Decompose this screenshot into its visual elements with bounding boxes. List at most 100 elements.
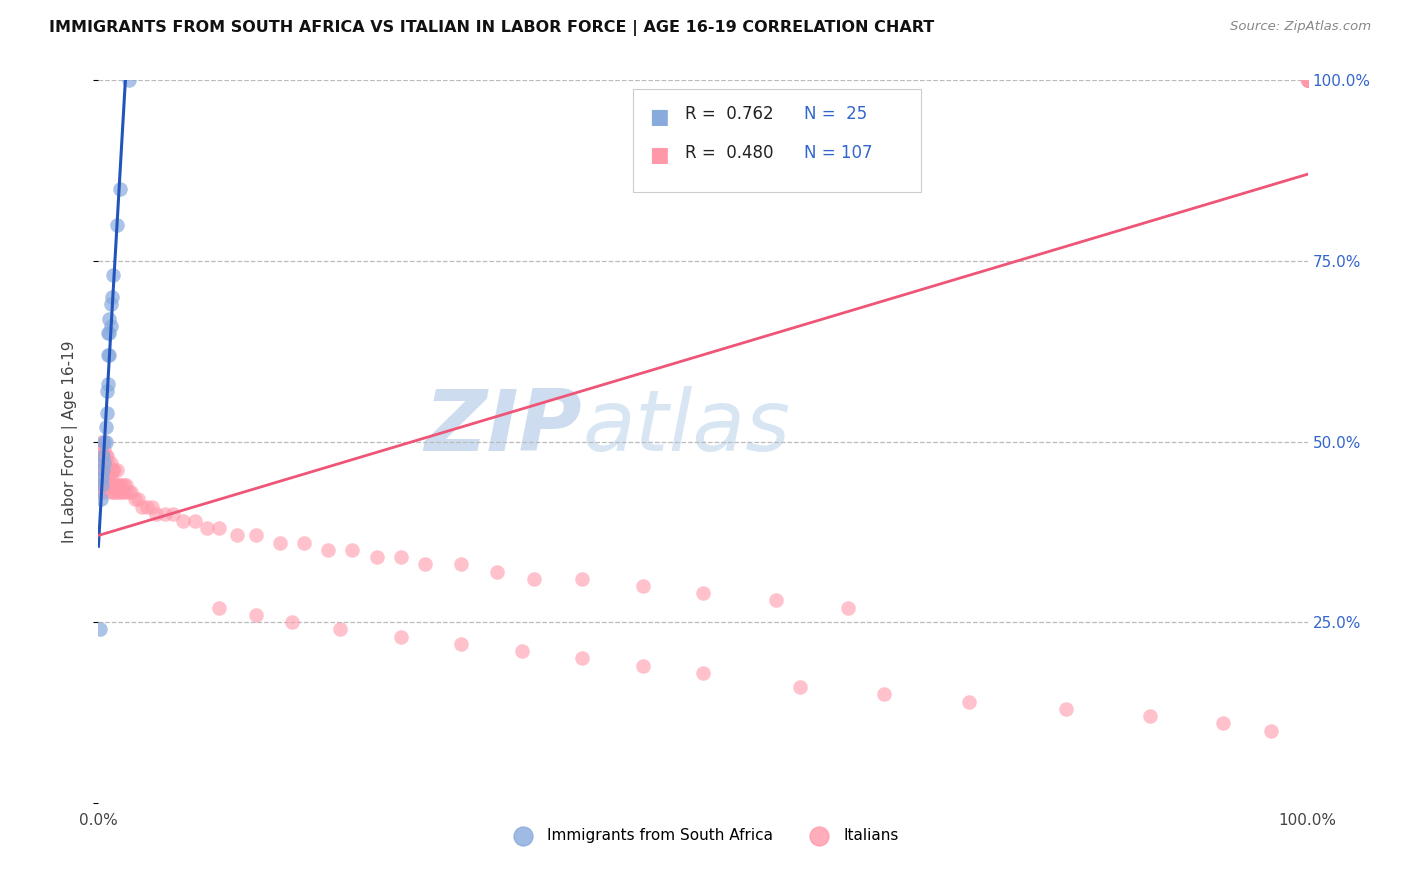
Point [1054,702,1077,716]
Point [1260,723,1282,738]
Point [91,463,114,477]
Point [108,485,131,500]
Point [98,478,121,492]
Point [101,485,124,500]
Point [523,572,546,586]
Point [93,456,115,470]
Point [184,514,207,528]
Point [112,478,135,492]
Point [90,485,112,500]
Point [1296,73,1319,87]
Point [486,565,509,579]
Point [91,478,114,492]
Point [100,456,122,470]
Point [118,73,141,87]
Point [837,600,859,615]
Point [94,420,117,434]
Point [96,449,118,463]
Point [162,507,184,521]
Text: R =  0.480: R = 0.480 [685,144,773,161]
Point [96,478,118,492]
Point [100,318,122,333]
Point [120,485,142,500]
Point [1296,73,1319,87]
Point [389,630,412,644]
Point [873,687,896,701]
Point [98,348,121,362]
Point [1296,73,1319,87]
Point [97,456,120,470]
Point [269,535,291,549]
Point [89,449,111,463]
Point [97,478,120,492]
Point [141,500,163,514]
Text: N = 107: N = 107 [804,144,873,161]
Point [100,297,122,311]
Point [342,542,364,557]
Point [692,665,714,680]
Text: ■: ■ [650,145,669,165]
Point [389,550,412,565]
Point [93,434,115,449]
Point [631,658,654,673]
Point [413,558,436,572]
Y-axis label: In Labor Force | Age 16-19: In Labor Force | Age 16-19 [62,340,77,543]
Point [96,463,118,477]
Point [692,586,714,600]
Point [115,478,138,492]
Point [97,326,120,340]
Point [93,485,115,500]
Point [91,478,114,492]
Point [103,463,125,477]
Point [100,478,122,492]
Point [208,600,231,615]
Point [1296,73,1319,87]
Point [366,550,388,565]
Text: IMMIGRANTS FROM SOUTH AFRICA VS ITALIAN IN LABOR FORCE | AGE 16-19 CORRELATION C: IMMIGRANTS FROM SOUTH AFRICA VS ITALIAN … [49,20,935,36]
Text: Source: ZipAtlas.com: Source: ZipAtlas.com [1230,20,1371,33]
Point [104,485,127,500]
Point [765,593,787,607]
Text: ■: ■ [650,107,669,127]
Point [96,384,118,398]
Point [98,326,121,340]
Text: atlas: atlas [582,385,790,468]
Point [97,376,120,391]
Point [91,463,114,477]
Point [90,463,112,477]
Point [571,572,593,586]
Point [103,478,125,492]
Point [91,434,114,449]
Point [101,268,124,283]
Point [101,463,124,477]
Point [1296,73,1319,87]
Point [108,182,131,196]
Point [111,485,134,500]
Point [105,478,128,492]
Point [957,695,980,709]
Point [100,470,122,484]
Point [245,607,267,622]
Point [110,478,132,492]
Point [94,463,117,477]
Point [1296,73,1319,87]
Point [100,463,122,477]
Point [100,290,122,304]
Point [245,528,267,542]
Text: R =  0.762: R = 0.762 [685,105,773,123]
Legend: Immigrants from South Africa, Italians: Immigrants from South Africa, Italians [501,822,905,849]
Point [1296,73,1319,87]
Point [91,449,114,463]
Point [450,558,472,572]
Point [631,579,654,593]
Point [1212,716,1234,731]
Point [89,463,111,477]
Point [91,449,114,463]
Point [226,528,249,542]
Point [1296,73,1319,87]
Text: N =  25: N = 25 [804,105,868,123]
Point [96,406,118,420]
Point [98,311,121,326]
Point [114,485,136,500]
Point [91,478,114,492]
